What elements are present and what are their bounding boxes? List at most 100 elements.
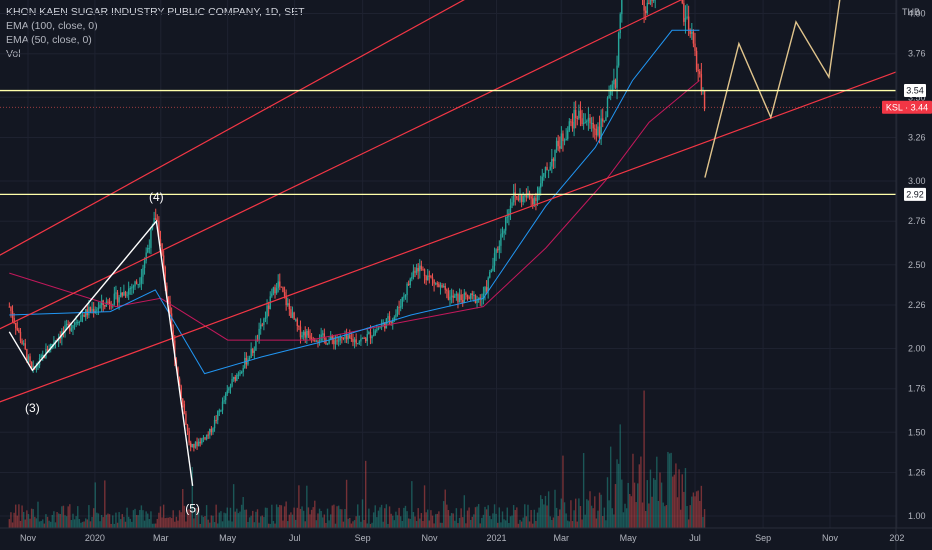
ema100-legend[interactable]: EMA (100, close, 0) — [6, 20, 98, 32]
volume-bar — [465, 523, 467, 528]
volume-bar — [563, 502, 566, 528]
volume-bar — [151, 523, 154, 528]
volume-bar — [586, 499, 588, 528]
candle-body — [353, 339, 356, 343]
candle-body — [323, 333, 326, 339]
volume-bar — [317, 513, 319, 528]
volume-bar — [603, 507, 606, 528]
candle-body — [366, 334, 368, 342]
candle-body — [560, 133, 563, 149]
volume-bar — [298, 485, 300, 528]
volume-bar — [684, 468, 687, 528]
candle-body — [167, 296, 170, 302]
volume-bar — [463, 495, 466, 528]
symbol-title[interactable]: KHON KAEN SUGAR INDUSTRY PUBLIC COMPANY,… — [6, 6, 305, 18]
candle-body — [277, 281, 279, 289]
price-tick-label: 2.76 — [908, 216, 926, 226]
candle-body — [337, 340, 340, 342]
candle-body — [85, 309, 87, 317]
candle-body — [357, 343, 359, 345]
candle-body — [296, 319, 298, 326]
volume-bar — [522, 517, 524, 528]
volume-bar — [355, 516, 357, 528]
candle-body — [137, 284, 139, 286]
candle-body — [72, 325, 74, 329]
candle-body — [194, 441, 197, 448]
candle-body — [217, 411, 219, 421]
volume-bar — [514, 510, 516, 528]
candle-body — [414, 270, 416, 273]
volume-bar — [274, 523, 276, 528]
candle-body — [409, 278, 411, 286]
candle-body — [258, 328, 260, 341]
candle-body — [328, 340, 330, 344]
volume-bar — [450, 513, 453, 528]
candle-body — [567, 130, 569, 139]
wave-label: (3) — [25, 401, 40, 415]
candle-body — [686, 16, 688, 18]
volume-bar — [595, 518, 598, 528]
candle-body — [602, 118, 604, 122]
candle-body — [586, 120, 588, 123]
candle-body — [178, 378, 181, 386]
candle-body — [22, 343, 25, 345]
volume-bar — [232, 484, 235, 528]
candle-body — [177, 367, 179, 379]
elliott-wave-line — [8, 219, 194, 486]
volume-bar — [336, 506, 338, 528]
candle-body — [576, 117, 578, 119]
volume-bar — [287, 521, 289, 528]
volume-bar — [606, 477, 609, 528]
volume-bar — [290, 512, 292, 528]
volume-bar — [692, 492, 695, 528]
volume-bar — [357, 504, 359, 528]
candle-body — [455, 293, 458, 296]
volume-bar — [699, 500, 701, 528]
time-axis[interactable]: Nov 2020 Mar May Jul Sep Nov 2021 Mar May Jul Sep No… — [0, 527, 932, 543]
volume-bar — [204, 516, 206, 528]
candle-body — [376, 329, 378, 331]
candle-body — [59, 337, 61, 339]
candles — [8, 0, 706, 452]
candle-body — [62, 331, 65, 333]
candle-body — [492, 265, 494, 271]
price-scale[interactable]: 5.265.004.764.504.264.003.763.503.263.00… — [882, 0, 932, 550]
candle-body — [385, 318, 388, 329]
candle-body — [70, 328, 73, 331]
candle-body — [452, 295, 454, 298]
volume-bar — [158, 512, 160, 528]
candle-body — [592, 122, 594, 129]
volume-bar — [562, 455, 564, 528]
volume-bar — [220, 511, 222, 528]
candle-body — [563, 140, 566, 142]
candle-body — [463, 292, 466, 303]
volume-bar — [428, 520, 431, 528]
volume-bar — [487, 505, 489, 528]
volume-bar — [294, 519, 297, 528]
candle-body — [407, 283, 410, 286]
volume-bar — [18, 504, 20, 528]
candle-body — [532, 198, 534, 205]
candle-body — [143, 260, 146, 269]
volume-bar — [194, 508, 197, 528]
volume-bar — [616, 459, 618, 528]
candle-body — [285, 295, 287, 306]
volume-bar — [301, 506, 303, 528]
volume-bar — [447, 510, 450, 528]
candle-body — [75, 322, 77, 324]
volume-bar — [185, 521, 187, 528]
ema50-legend[interactable]: EMA (50, close, 0) — [6, 34, 92, 46]
volume-bar — [676, 497, 679, 528]
candle-body — [64, 325, 66, 332]
volume-bar — [489, 515, 491, 528]
candle-body — [210, 428, 213, 433]
volume-bar — [175, 516, 178, 528]
volume-bar — [88, 505, 90, 528]
volume-bar — [695, 491, 698, 528]
candle-body — [393, 316, 396, 320]
candle-body — [442, 286, 445, 288]
candle-body — [374, 330, 376, 335]
volume-bar — [234, 511, 236, 528]
candle-body — [322, 333, 324, 335]
